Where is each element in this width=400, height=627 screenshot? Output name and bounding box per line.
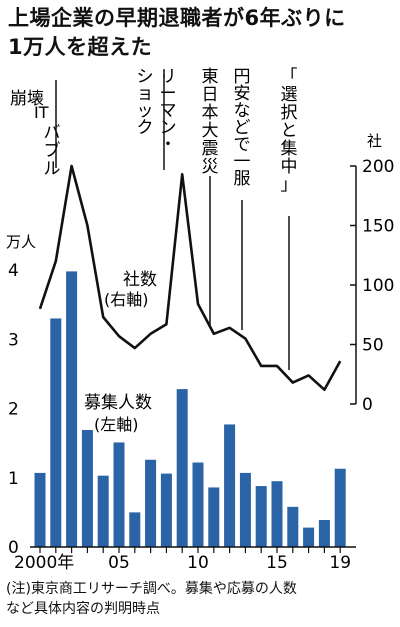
annotation-lehman-col1: リーマン・ <box>160 67 177 155</box>
annotation-char: 服 <box>234 169 251 189</box>
annotation-char: シ <box>137 67 154 87</box>
right-tick-0: 0 <box>362 395 373 415</box>
annotation-char: 「 <box>281 67 298 87</box>
bar-2003 <box>81 429 93 547</box>
annotation-it: IT <box>34 103 49 122</box>
left-axis-unit: 万人 <box>6 233 36 251</box>
annotation-char: ッ <box>137 101 154 121</box>
annotation-yen-vertical: 円安などで一服 <box>234 67 251 189</box>
chart-title-line2: 1万人を超えた <box>8 35 153 59</box>
bar-2013 <box>239 472 251 547</box>
annotation-char: 円 <box>234 67 251 87</box>
bar-2019 <box>334 468 346 547</box>
x-axis-ticks: 2000年 05 10 15 19 <box>14 547 351 573</box>
right-tick-50: 50 <box>362 336 384 356</box>
bar-2015 <box>271 481 283 547</box>
annotation-char: 震 <box>202 139 219 159</box>
bar-2009 <box>176 389 188 547</box>
annotation-itbubble-vertical: バブル <box>44 123 61 179</box>
annotation-char: な <box>234 101 251 121</box>
bar-2011 <box>208 487 220 547</box>
line-series-axis-label: (右軸) <box>104 290 149 309</box>
annotation-char: 日 <box>202 85 219 105</box>
line-series-label: 社数 <box>123 270 157 290</box>
x-tick-2015: 15 <box>266 553 288 573</box>
left-tick-0: 0 <box>8 538 19 558</box>
right-axis-ticks: 0 50 100 150 200 <box>350 157 394 415</box>
annotation-char: 」 <box>281 175 298 195</box>
bar-2016 <box>287 506 299 547</box>
bar-2018 <box>318 519 330 547</box>
left-tick-3: 3 <box>8 330 19 350</box>
bar-2017 <box>303 527 315 547</box>
annotation-char: 東 <box>202 67 219 87</box>
annotation-char: 安 <box>234 84 251 104</box>
annotation-lehman-col2: ショック <box>137 67 154 138</box>
bar-2014 <box>255 486 267 547</box>
company-count-line <box>38 164 342 392</box>
left-axis-ticks: 0 1 2 3 4 <box>8 261 19 558</box>
annotation-char: ブ <box>44 140 61 161</box>
bar-2001 <box>50 318 62 547</box>
annotation-char: バ <box>44 123 61 143</box>
annotation-crash-label: 崩壊 <box>10 89 44 109</box>
annotation-char: 一 <box>234 152 251 172</box>
bar-series <box>34 271 346 547</box>
annotation-char: ど <box>234 118 251 138</box>
bar-2005 <box>113 442 125 547</box>
bar-2004 <box>97 475 109 547</box>
bar-2002 <box>66 271 78 547</box>
annotation-char: 択 <box>281 103 298 123</box>
footnote-line2: など具体内容の判明時点 <box>6 601 160 617</box>
annotation-char: ル <box>44 159 61 179</box>
left-tick-4: 4 <box>8 261 19 281</box>
annotation-char: ・ <box>160 135 177 155</box>
x-tick-2010: 10 <box>187 553 209 573</box>
bar-2000 <box>34 472 46 547</box>
annotation-char: と <box>281 121 298 141</box>
x-tick-2005: 05 <box>108 553 130 573</box>
x-tick-2000: 2000年 <box>14 553 74 573</box>
annotation-char: で <box>234 135 251 155</box>
annotation-char: ク <box>137 118 154 138</box>
bar-series-axis-label: (左軸) <box>94 415 139 434</box>
chart-title-line1: 上場企業の早期退職者が6年ぶりに <box>8 6 346 30</box>
right-tick-200: 200 <box>362 157 394 177</box>
annotation-char: 本 <box>202 103 219 123</box>
x-tick-2019: 19 <box>329 553 351 573</box>
annotation-char: 災 <box>202 157 219 177</box>
annotation-char: ョ <box>137 84 154 104</box>
bar-2008 <box>160 473 172 547</box>
right-tick-150: 150 <box>362 217 394 237</box>
line-series <box>38 164 342 392</box>
bar-2012 <box>224 424 236 547</box>
bar-2007 <box>145 459 157 547</box>
annotation-char: 選 <box>281 85 298 105</box>
annotation-char: 中 <box>281 157 298 177</box>
left-tick-2: 2 <box>8 400 19 420</box>
annotations: 崩壊 IT バブル リーマン・ ショック 東日本大震災 円安などで一服 「選択と… <box>10 67 298 370</box>
annotation-char: 集 <box>281 139 298 159</box>
bar-series-label: 募集人数 <box>84 393 152 413</box>
right-tick-100: 100 <box>362 276 394 296</box>
footnote-line1: (注)東京商工リサーチ調べ。募集や応募の人数 <box>6 581 297 597</box>
right-axis-unit: 社 <box>367 132 382 150</box>
left-tick-1: 1 <box>8 469 19 489</box>
annotation-select-vertical: 「選択と集中」 <box>281 67 298 195</box>
annotation-char: 大 <box>202 121 219 141</box>
bar-2010 <box>192 462 204 547</box>
bar-2006 <box>129 512 141 547</box>
annotation-quake-vertical: 東日本大震災 <box>202 67 219 177</box>
